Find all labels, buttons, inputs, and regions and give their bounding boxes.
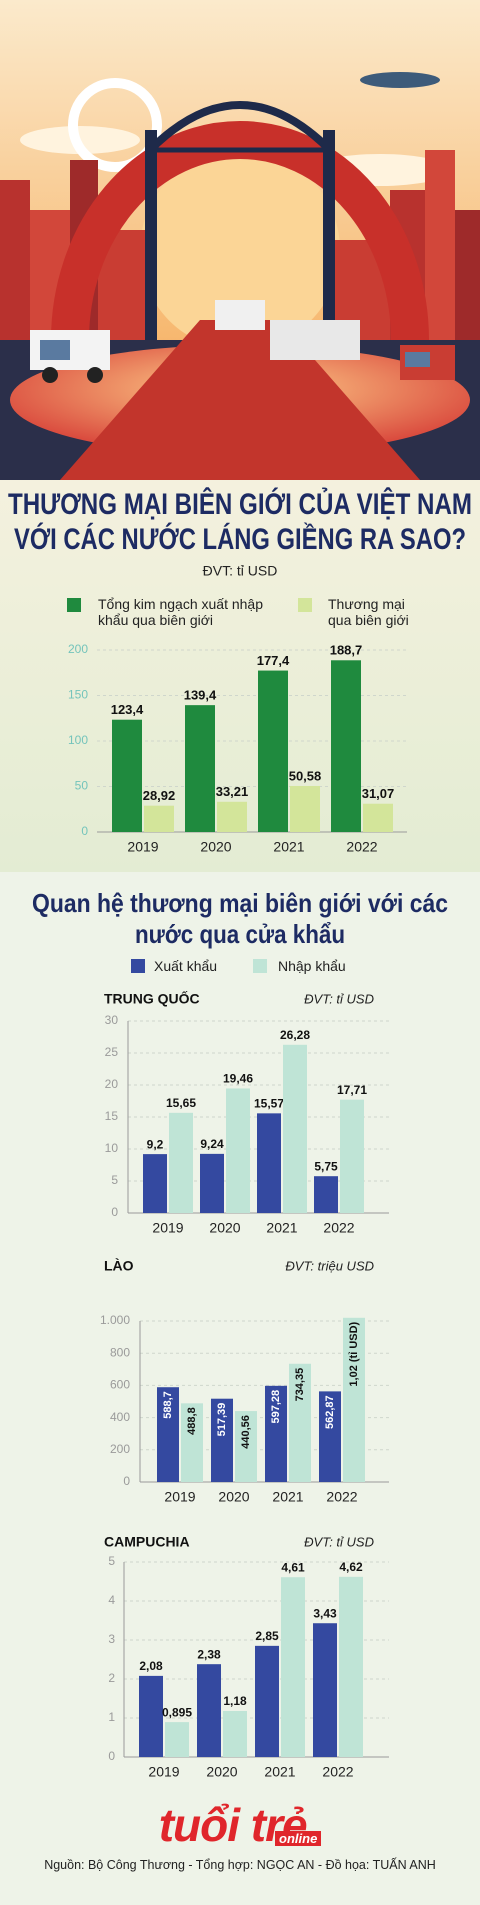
legend-label: Xuất khẩu — [154, 958, 218, 974]
section-bg — [0, 872, 480, 1905]
legend-swatch — [67, 598, 81, 612]
legend-label: Nhập khẩu — [278, 958, 346, 974]
legend-label: Tổng kim ngạch xuất nhập khẩu qua biên g… — [98, 596, 263, 628]
hero-illustration — [0, 0, 480, 480]
section-title-line: Quan hệ thương mại biên giới với các — [32, 888, 448, 918]
title-block: THƯƠNG MẠI BIÊN GIỚI CỦA VIỆT NAM VỚI CÁ… — [8, 487, 472, 579]
legend-swatch — [298, 598, 312, 612]
unit-label: ĐVT: tỉ USD — [203, 563, 278, 579]
legend-swatch — [131, 959, 145, 973]
legend-label: Thương mại qua biên giới — [328, 596, 409, 628]
title-line: VỚI CÁC NƯỚC LÁNG GIỀNG RA SAO? — [14, 522, 466, 556]
title-line: THƯƠNG MẠI BIÊN GIỚI CỦA VIỆT NAM — [8, 487, 472, 521]
section-title-line: nước qua cửa khẩu — [135, 919, 345, 949]
logo-suffix: online — [275, 1831, 322, 1846]
footer: Nguồn: Bộ Công Thương - Tổng hợp: NGỌC A… — [44, 1858, 436, 1872]
legend-swatch — [253, 959, 267, 973]
logo: tuổi trẻ online — [0, 1798, 480, 1852]
section-title: Quan hệ thương mại biên giới với các nướ… — [32, 888, 448, 949]
